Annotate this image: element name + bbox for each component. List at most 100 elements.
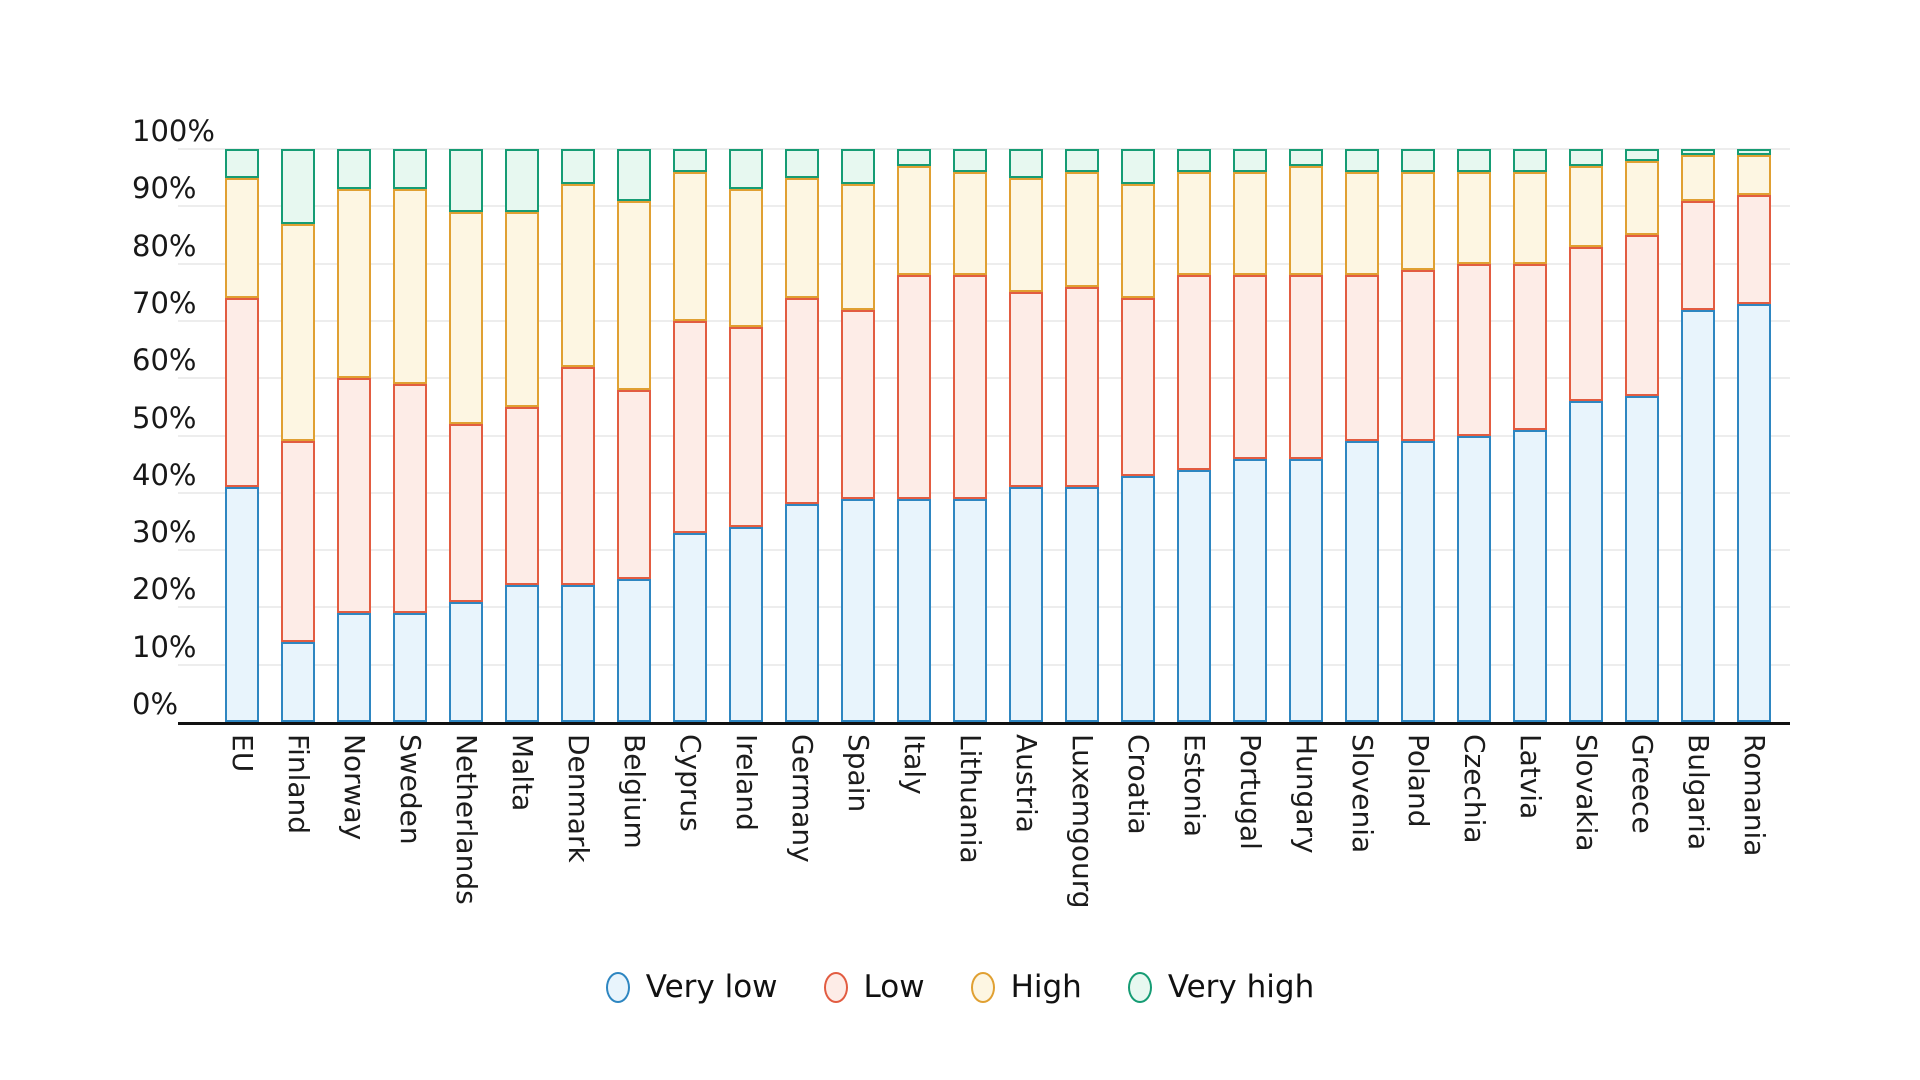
bar-segment [785,298,819,505]
bar-segment [785,504,819,722]
bar-segment [281,641,315,722]
bar-segment [1513,149,1547,173]
bar-segment [225,487,259,722]
bar-segment [1401,172,1435,270]
x-category-label: Luxemgourg [1066,734,1099,909]
x-category-label: Germany [786,734,819,863]
bar-segment [953,172,987,276]
bar-segment [1233,172,1267,276]
bar-segment [1401,269,1435,442]
bar-segment [1625,160,1659,236]
bar-segment [673,172,707,322]
bar-segment [1177,469,1211,722]
x-category-label: Czechia [1458,734,1491,844]
legend-item: High [970,968,1082,1006]
x-category-label: Sweden [394,734,427,845]
bar-segment [1065,487,1099,722]
legend-item: Very high [1127,968,1314,1006]
bar-segment [1345,149,1379,173]
x-category-label: Poland [1402,734,1435,828]
gridline [178,148,1790,150]
legend-swatch-icon [970,971,995,1003]
legend-label: Low [863,969,925,1005]
x-category-label: Portugal [1234,734,1267,850]
bar-segment [1009,149,1043,178]
x-category-label: Romania [1738,734,1771,857]
bar-segment [1233,275,1267,459]
x-category-label: Spain [842,734,875,813]
x-category-label: Hungary [1290,734,1323,854]
y-tick-label: 50% [132,401,197,435]
bar-segment [561,584,595,722]
bar-segment [449,601,483,722]
bar-segment [1177,275,1211,470]
x-category-label: Italy [898,734,931,795]
bar-segment [1289,166,1323,276]
bar-segment [337,149,371,190]
bar-segment [1177,172,1211,276]
bar-segment [505,406,539,585]
bar-segment [1569,149,1603,167]
bar-segment [729,326,763,528]
bar-segment [897,149,931,167]
bar-segment [785,177,819,299]
bar-segment [841,183,875,310]
x-category-label: Netherlands [450,734,483,905]
bar-segment [393,189,427,385]
bar-segment [505,584,539,722]
bar-segment [1401,149,1435,173]
bar-segment [1513,263,1547,430]
bar-segment [393,613,427,722]
bar-segment [1345,441,1379,722]
bar-segment [337,613,371,722]
bar-segment [953,149,987,173]
legend-item: Low [823,968,925,1006]
y-tick-label: 20% [132,572,197,606]
bar-segment [1289,458,1323,722]
y-tick-label: 100% [132,114,215,148]
bar-segment [897,498,931,722]
x-category-label: Slovakia [1570,734,1603,852]
x-category-label: Finland [282,734,315,835]
bar-segment [393,384,427,614]
legend-swatch-icon [605,971,630,1003]
bar-segment [1681,149,1715,155]
bar-segment [1121,298,1155,476]
bar-segment [953,498,987,722]
bar-segment [617,578,651,722]
bar-segment [1009,487,1043,722]
bar-segment [1569,246,1603,402]
bar-segment [1681,154,1715,201]
bar-segment [617,200,651,390]
bar-segment [1681,200,1715,310]
legend-swatch-icon [1127,971,1152,1003]
bar-segment [1233,458,1267,722]
bar-segment [1513,172,1547,264]
bar-segment [953,275,987,499]
bar-segment [841,149,875,184]
bar-segment [561,149,595,184]
x-category-label: Denmark [562,734,595,863]
bar-segment [1681,309,1715,722]
x-category-label: Belgium [618,734,651,849]
bar-segment [1569,166,1603,247]
bar-segment [673,321,707,533]
x-category-label: Greece [1626,734,1659,834]
bar-segment [897,275,931,499]
bar-segment [1569,401,1603,722]
bar-segment [561,366,595,585]
y-tick-label: 60% [132,343,197,377]
bar-segment [785,149,819,178]
bar-segment [729,527,763,722]
x-category-label: Latvia [1514,734,1547,820]
legend-label: High [1010,969,1082,1005]
bar-segment [1625,235,1659,396]
y-tick-label: 90% [132,171,197,205]
bar-segment [897,166,931,276]
bar-segment [1457,435,1491,722]
bar-segment [1513,429,1547,722]
bar-segment [841,309,875,499]
bar-segment [673,149,707,173]
legend-item: Very low [605,968,778,1006]
